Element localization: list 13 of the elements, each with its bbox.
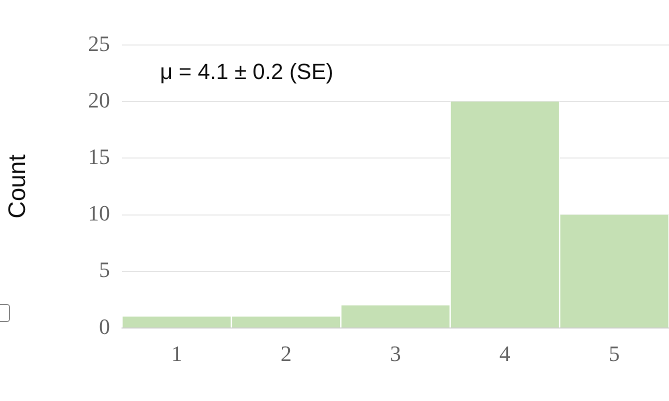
y-tick-label: 25 (88, 30, 110, 56)
x-tick-label: 4 (499, 340, 510, 366)
y-tick-label: 0 (99, 314, 110, 339)
annotation: μ = 4.1 ± 0.2 (SE) (160, 59, 334, 84)
y-tick-label: 10 (88, 200, 110, 226)
y-tick-label: 15 (88, 144, 110, 169)
y-tick-label: 5 (99, 257, 110, 282)
x-tick-label: 2 (280, 340, 292, 366)
x-tick-label: 1 (171, 340, 182, 366)
y-tick-label: 20 (88, 87, 110, 112)
x-tick-label: 3 (390, 340, 401, 366)
y-axis-title: Count (4, 154, 32, 219)
x-tick-label: 5 (608, 340, 620, 366)
